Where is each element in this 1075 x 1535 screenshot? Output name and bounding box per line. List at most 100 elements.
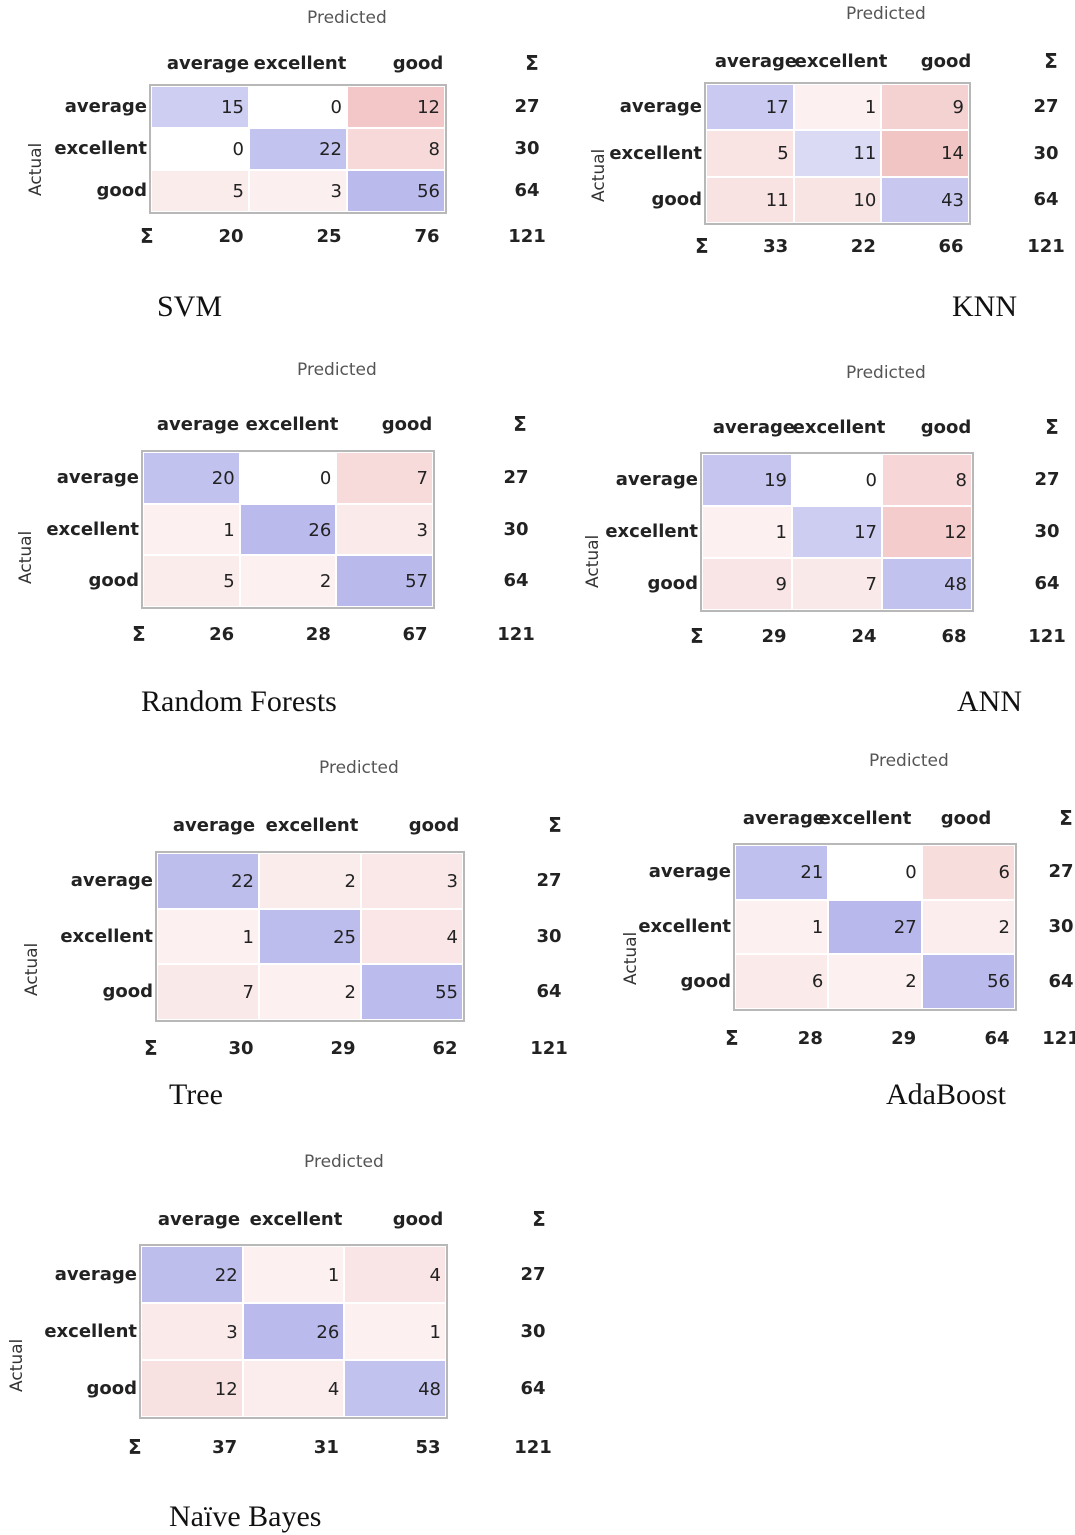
column-sum: 30 <box>228 1038 254 1059</box>
model-title: Random Forests <box>141 685 337 718</box>
matrix-cell: 26 <box>239 503 337 556</box>
row-sum: 27 <box>503 466 529 488</box>
column-header: good <box>408 815 460 836</box>
column-sum: 29 <box>330 1038 356 1059</box>
predicted-axis-label: Predicted <box>304 1152 384 1172</box>
matrix-cell: 9 <box>702 558 792 610</box>
column-sum: 29 <box>891 1028 917 1049</box>
row-header: excellent <box>44 1320 137 1342</box>
matrix-cell: 9 <box>881 84 969 131</box>
model-title: ANN <box>957 685 1022 718</box>
row-sum: 64 <box>1034 573 1060 594</box>
column-header: excellent <box>794 51 888 72</box>
grand-total: 121 <box>1042 1028 1075 1049</box>
column-sum: 20 <box>218 226 244 247</box>
matrix-cell: 1 <box>157 908 259 965</box>
predicted-axis-label: Predicted <box>307 8 387 28</box>
matrix-cell: 4 <box>242 1360 345 1417</box>
column-header: average <box>156 414 240 435</box>
matrix-cell: 22 <box>141 1246 243 1303</box>
model-title: Naïve Bayes <box>169 1500 322 1533</box>
matrix-grid: 22 1 4 3 26 1 12 4 48 <box>139 1244 448 1419</box>
matrix-cell: 17 <box>706 84 794 131</box>
row-sum: 64 <box>503 570 529 592</box>
row-sum: 30 <box>514 138 540 159</box>
row-sum: 30 <box>1048 916 1074 937</box>
column-sum: 26 <box>209 624 235 645</box>
column-header: excellent <box>253 53 347 74</box>
matrix-cell: 12 <box>882 506 972 558</box>
matrix-cell: 48 <box>344 1360 446 1417</box>
matrix-cell: 3 <box>141 1303 243 1360</box>
row-header: good <box>680 970 731 992</box>
matrix-cell: 55 <box>361 964 463 1020</box>
matrix-cell: 5 <box>706 130 794 177</box>
matrix-cell: 8 <box>347 128 445 170</box>
row-sum: 27 <box>520 1263 546 1285</box>
matrix-cell: 1 <box>735 899 829 955</box>
predicted-axis-label: Predicted <box>319 758 399 778</box>
predicted-axis-label: Predicted <box>297 360 377 380</box>
actual-axis-label: Actual <box>22 942 42 996</box>
row-sum-header: Σ <box>1044 49 1058 73</box>
matrix-grid: 15 0 12 0 22 8 5 3 56 <box>149 84 447 214</box>
matrix-cell: 25 <box>259 908 361 965</box>
row-sum: 64 <box>514 180 540 201</box>
column-sum: 28 <box>797 1028 823 1049</box>
matrix-cell: 3 <box>361 853 463 909</box>
matrix-cell: 4 <box>361 908 463 965</box>
row-sum: 64 <box>520 1377 546 1399</box>
column-sum-header: Σ <box>725 1026 739 1050</box>
grand-total: 121 <box>508 226 546 247</box>
column-header: good <box>392 53 444 74</box>
row-header: excellent <box>46 518 139 540</box>
grand-total: 121 <box>1028 626 1066 647</box>
matrix-cell: 7 <box>792 558 882 610</box>
actual-axis-label: Actual <box>7 1338 27 1392</box>
matrix-cell: 1 <box>143 503 240 556</box>
column-header: excellent <box>792 417 886 438</box>
row-sum-header: Σ <box>513 412 527 436</box>
matrix-cell: 12 <box>347 86 445 128</box>
column-sum-header: Σ <box>695 234 709 258</box>
row-header: good <box>86 1377 137 1399</box>
row-sum: 30 <box>1033 142 1059 164</box>
column-sum-header: Σ <box>140 224 154 248</box>
matrix-cell: 2 <box>259 853 361 909</box>
predicted-axis-label: Predicted <box>846 363 926 383</box>
row-header: average <box>648 861 731 883</box>
matrix-cell: 15 <box>151 86 249 128</box>
model-title: AdaBoost <box>886 1078 1006 1111</box>
matrix-cell: 0 <box>792 454 882 506</box>
matrix-cell: 17 <box>792 506 882 558</box>
matrix-cell: 12 <box>141 1360 243 1417</box>
matrix-cell: 4 <box>344 1246 446 1303</box>
column-sum: 25 <box>316 226 342 247</box>
row-sum: 27 <box>1034 469 1060 490</box>
predicted-axis-label: Predicted <box>869 751 949 771</box>
column-sum-header: Σ <box>128 1435 142 1459</box>
matrix-cell: 8 <box>882 454 972 506</box>
matrix-grid: 21 0 6 1 27 2 6 2 56 <box>733 843 1017 1011</box>
matrix-cell: 22 <box>157 853 259 909</box>
matrix-cell: 5 <box>151 170 249 212</box>
matrix-grid: 17 1 9 5 11 14 11 10 43 <box>704 82 971 225</box>
row-sum-header: Σ <box>525 51 539 75</box>
row-sum: 27 <box>536 869 562 891</box>
actual-axis-label: Actual <box>589 148 609 202</box>
row-header: average <box>64 96 147 117</box>
column-header: average <box>166 53 250 74</box>
column-header: average <box>172 815 256 836</box>
grand-total: 121 <box>497 624 535 645</box>
matrix-cell: 0 <box>249 86 347 128</box>
matrix-cell: 0 <box>239 452 337 504</box>
row-sum: 30 <box>536 925 562 947</box>
row-sum: 30 <box>503 518 529 540</box>
matrix-grid: 19 0 8 1 17 12 9 7 48 <box>700 452 974 612</box>
row-sum: 27 <box>1033 96 1059 118</box>
matrix-cell: 22 <box>249 128 347 170</box>
matrix-cell: 57 <box>336 555 433 607</box>
column-sum: 37 <box>212 1437 238 1458</box>
matrix-cell: 7 <box>336 452 433 504</box>
row-sum: 27 <box>514 96 540 117</box>
